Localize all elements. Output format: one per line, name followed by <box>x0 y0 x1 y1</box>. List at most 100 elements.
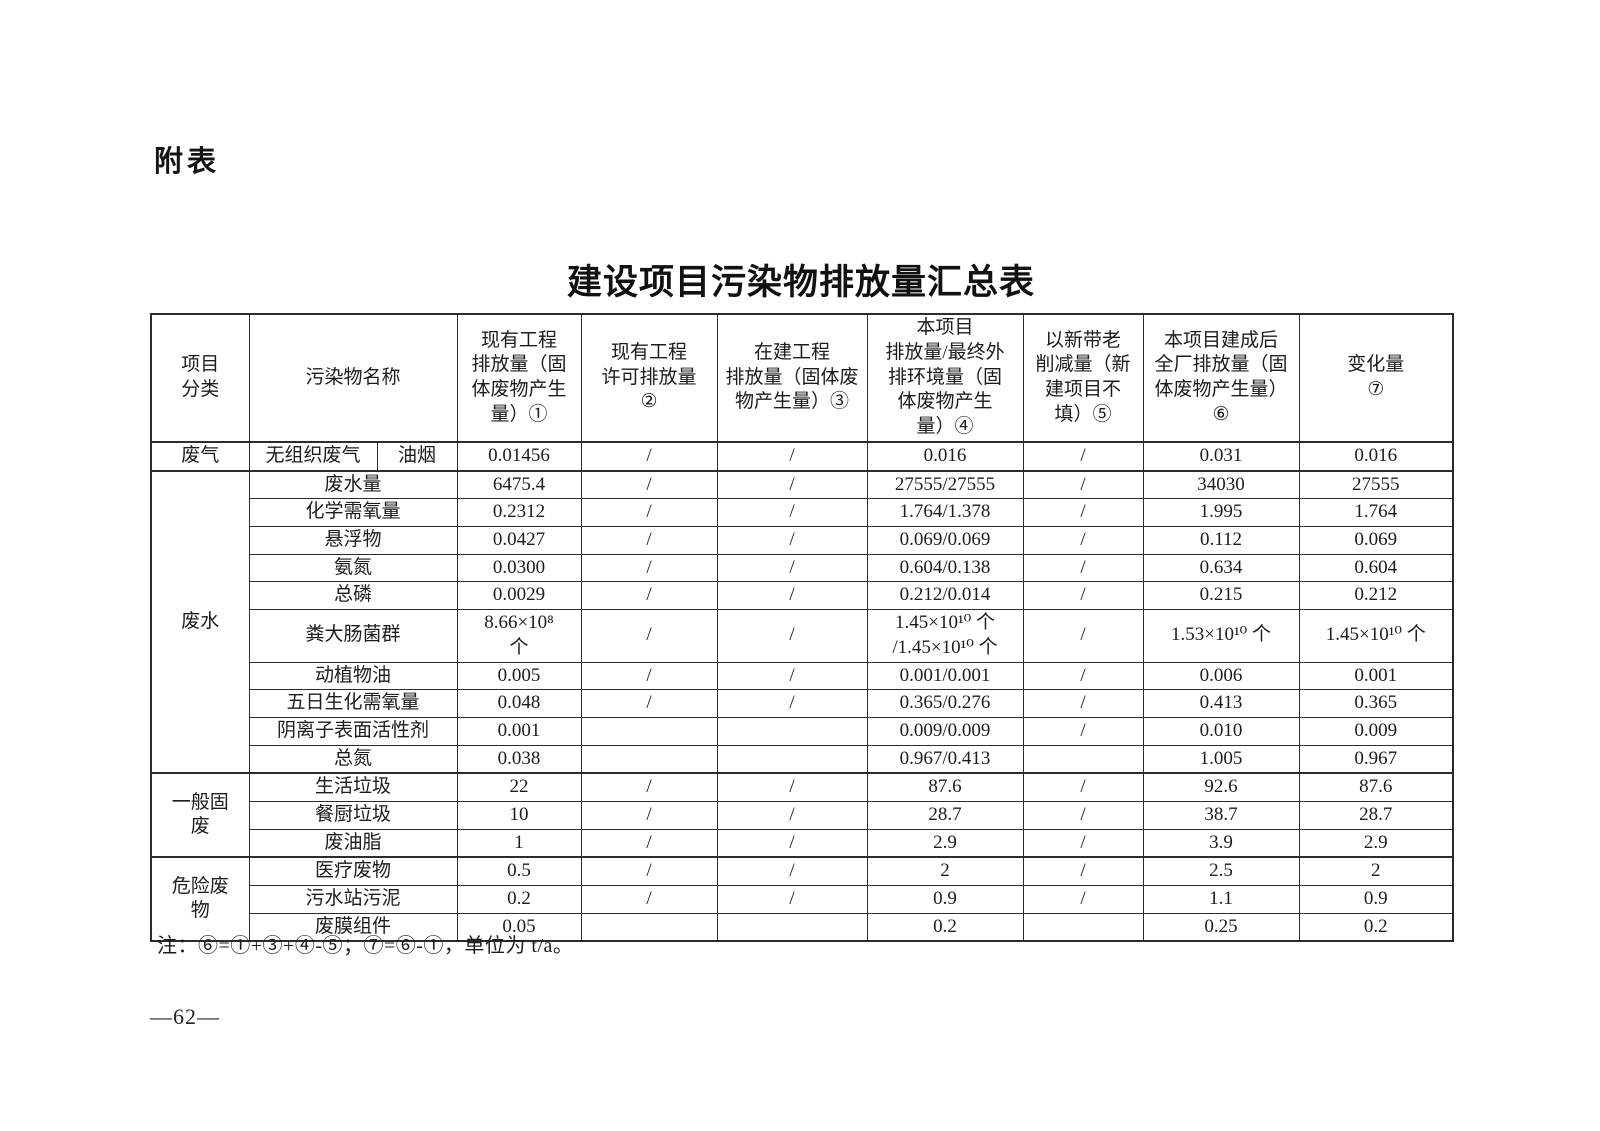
pollutant-summary-table: 项目 分类 污染物名称 现有工程 排放量（固 体废物产生 量）① 现有工程 许可… <box>150 313 1455 943</box>
value-cell: / <box>1022 441 1144 472</box>
header-pollutant-name: 污染物名称 <box>248 313 458 443</box>
value-cell <box>716 744 868 774</box>
table-row: 污水站污泥 0.2 / / 0.9 / 1.1 0.9 <box>151 885 1454 914</box>
value-cell: / <box>716 498 868 528</box>
group-cell-general-solid-waste: 一般固 废 <box>150 772 250 858</box>
value-cell: 0.2 <box>866 912 1024 942</box>
value-cell: 0.9 <box>1298 885 1454 914</box>
value-cell: 0.365/0.276 <box>866 689 1024 718</box>
table-row: 废油脂 1 / / 2.9 / 3.9 2.9 <box>151 828 1454 858</box>
value-cell: 2 <box>1298 856 1454 887</box>
value-cell: / <box>580 581 718 611</box>
value-cell: 0.413 <box>1142 689 1300 718</box>
value-cell: 1.45×10¹⁰ 个 /1.45×10¹⁰ 个 <box>866 609 1024 663</box>
header-permitted-emission: 现有工程 许可排放量 ② <box>580 313 718 443</box>
table-row: 总氮 0.038 0.967/0.413 1.005 0.967 <box>151 744 1454 774</box>
value-cell: / <box>716 772 868 802</box>
value-cell: 0.634 <box>1142 553 1300 583</box>
value-cell <box>580 716 718 746</box>
pollutant-name-cell: 动植物油 <box>248 661 458 691</box>
value-cell: / <box>1022 469 1144 500</box>
pollutant-name-cell: 悬浮物 <box>248 526 458 555</box>
pollutant-name-cell: 氨氮 <box>248 553 458 583</box>
value-cell: / <box>716 800 868 830</box>
pollutant-sub-cell: 油烟 <box>376 441 458 472</box>
table-row: 餐厨垃圾 10 / / 28.7 / 38.7 28.7 <box>151 800 1454 830</box>
value-cell: 0.212 <box>1298 581 1454 611</box>
value-cell: 1.1 <box>1142 885 1300 914</box>
value-cell: 8.66×10⁸ 个 <box>456 609 582 663</box>
value-cell: / <box>580 498 718 528</box>
value-cell: 1.45×10¹⁰ 个 <box>1298 609 1454 663</box>
pollutant-name-cell: 无组织废气 <box>248 441 378 472</box>
table-row: 一般固 废 生活垃圾 22 / / 87.6 / 92.6 87.6 <box>150 772 1454 858</box>
table-row: 氨氮 0.0300 / / 0.604/0.138 / 0.634 0.604 <box>151 553 1454 583</box>
table-row: 阴离子表面活性剂 0.001 0.009/0.009 / 0.010 0.009 <box>151 716 1454 746</box>
value-cell: 22 <box>456 772 582 802</box>
value-cell: 0.001/0.001 <box>866 661 1024 691</box>
value-cell <box>580 912 718 942</box>
value-cell: / <box>1022 772 1144 802</box>
value-cell: 0.016 <box>1298 441 1454 472</box>
value-cell: / <box>580 661 718 691</box>
value-cell: 0.604/0.138 <box>866 553 1024 583</box>
value-cell: / <box>716 581 868 611</box>
value-cell: 0.604 <box>1298 553 1454 583</box>
value-cell: / <box>716 441 868 472</box>
value-cell: / <box>716 526 868 555</box>
table-row: 废气 无组织废气 油烟 0.01456 / / 0.016 / 0.031 0.… <box>150 441 1454 472</box>
value-cell: 0.2312 <box>456 498 582 528</box>
value-cell: / <box>580 469 718 500</box>
value-cell: / <box>1022 609 1144 663</box>
value-cell: 0.005 <box>456 661 582 691</box>
value-cell: 3.9 <box>1142 828 1300 858</box>
value-cell: 2.9 <box>866 828 1024 858</box>
value-cell: / <box>716 469 868 500</box>
header-offset-reduction: 以新带老 削减量（新 建项目不 填）⑤ <box>1022 313 1144 443</box>
value-cell: 28.7 <box>866 800 1024 830</box>
group-cell-waste-gas: 废气 <box>150 441 250 472</box>
value-cell: 0.010 <box>1142 716 1300 746</box>
value-cell: / <box>1022 661 1144 691</box>
value-cell: 0.2 <box>456 885 582 914</box>
value-cell: / <box>580 609 718 663</box>
pollutant-name-cell: 生活垃圾 <box>248 772 458 802</box>
value-cell: 0.038 <box>456 744 582 774</box>
table-row: 废水 废水量 6475.4 / / 27555/27555 / 34030 27… <box>150 469 1454 774</box>
header-post-completion-emission: 本项目建成后 全厂排放量（固 体废物产生量） ⑥ <box>1142 313 1300 443</box>
value-cell: 34030 <box>1142 469 1300 500</box>
value-cell: 0.215 <box>1142 581 1300 611</box>
value-cell: / <box>580 856 718 887</box>
value-cell: 0.365 <box>1298 689 1454 718</box>
value-cell <box>580 744 718 774</box>
value-cell: 0.967 <box>1298 744 1454 774</box>
value-cell: / <box>1022 526 1144 555</box>
table-row: 废膜组件 0.05 0.2 0.25 0.2 <box>151 912 1454 942</box>
group-cell-wastewater: 废水 <box>150 469 250 774</box>
value-cell: 0.212/0.014 <box>866 581 1024 611</box>
value-cell <box>1022 912 1144 942</box>
value-cell: 0.01456 <box>456 441 582 472</box>
value-cell: 92.6 <box>1142 772 1300 802</box>
value-cell: / <box>1022 689 1144 718</box>
value-cell: 2.5 <box>1142 856 1300 887</box>
table-title: 建设项目污染物排放量汇总表 <box>566 263 1035 302</box>
value-cell: / <box>716 828 868 858</box>
value-cell: / <box>1022 856 1144 887</box>
header-change-amount: 变化量 ⑦ <box>1298 313 1454 443</box>
value-cell: 0.006 <box>1142 661 1300 691</box>
pollutant-name-cell: 阴离子表面活性剂 <box>248 716 458 746</box>
value-cell: 1.764/1.378 <box>866 498 1024 528</box>
value-cell: 0.031 <box>1142 441 1300 472</box>
value-cell: 0.112 <box>1142 526 1300 555</box>
pollutant-name-cell: 总磷 <box>248 581 458 611</box>
value-cell: 0.05 <box>456 912 582 942</box>
pollutant-name-cell: 餐厨垃圾 <box>248 800 458 830</box>
value-cell: 27555/27555 <box>866 469 1024 500</box>
value-cell: / <box>716 689 868 718</box>
value-cell: / <box>1022 885 1144 914</box>
value-cell: / <box>580 828 718 858</box>
table-row: 总磷 0.0029 / / 0.212/0.014 / 0.215 0.212 <box>151 581 1454 611</box>
attachment-label: 附表 <box>154 146 221 178</box>
